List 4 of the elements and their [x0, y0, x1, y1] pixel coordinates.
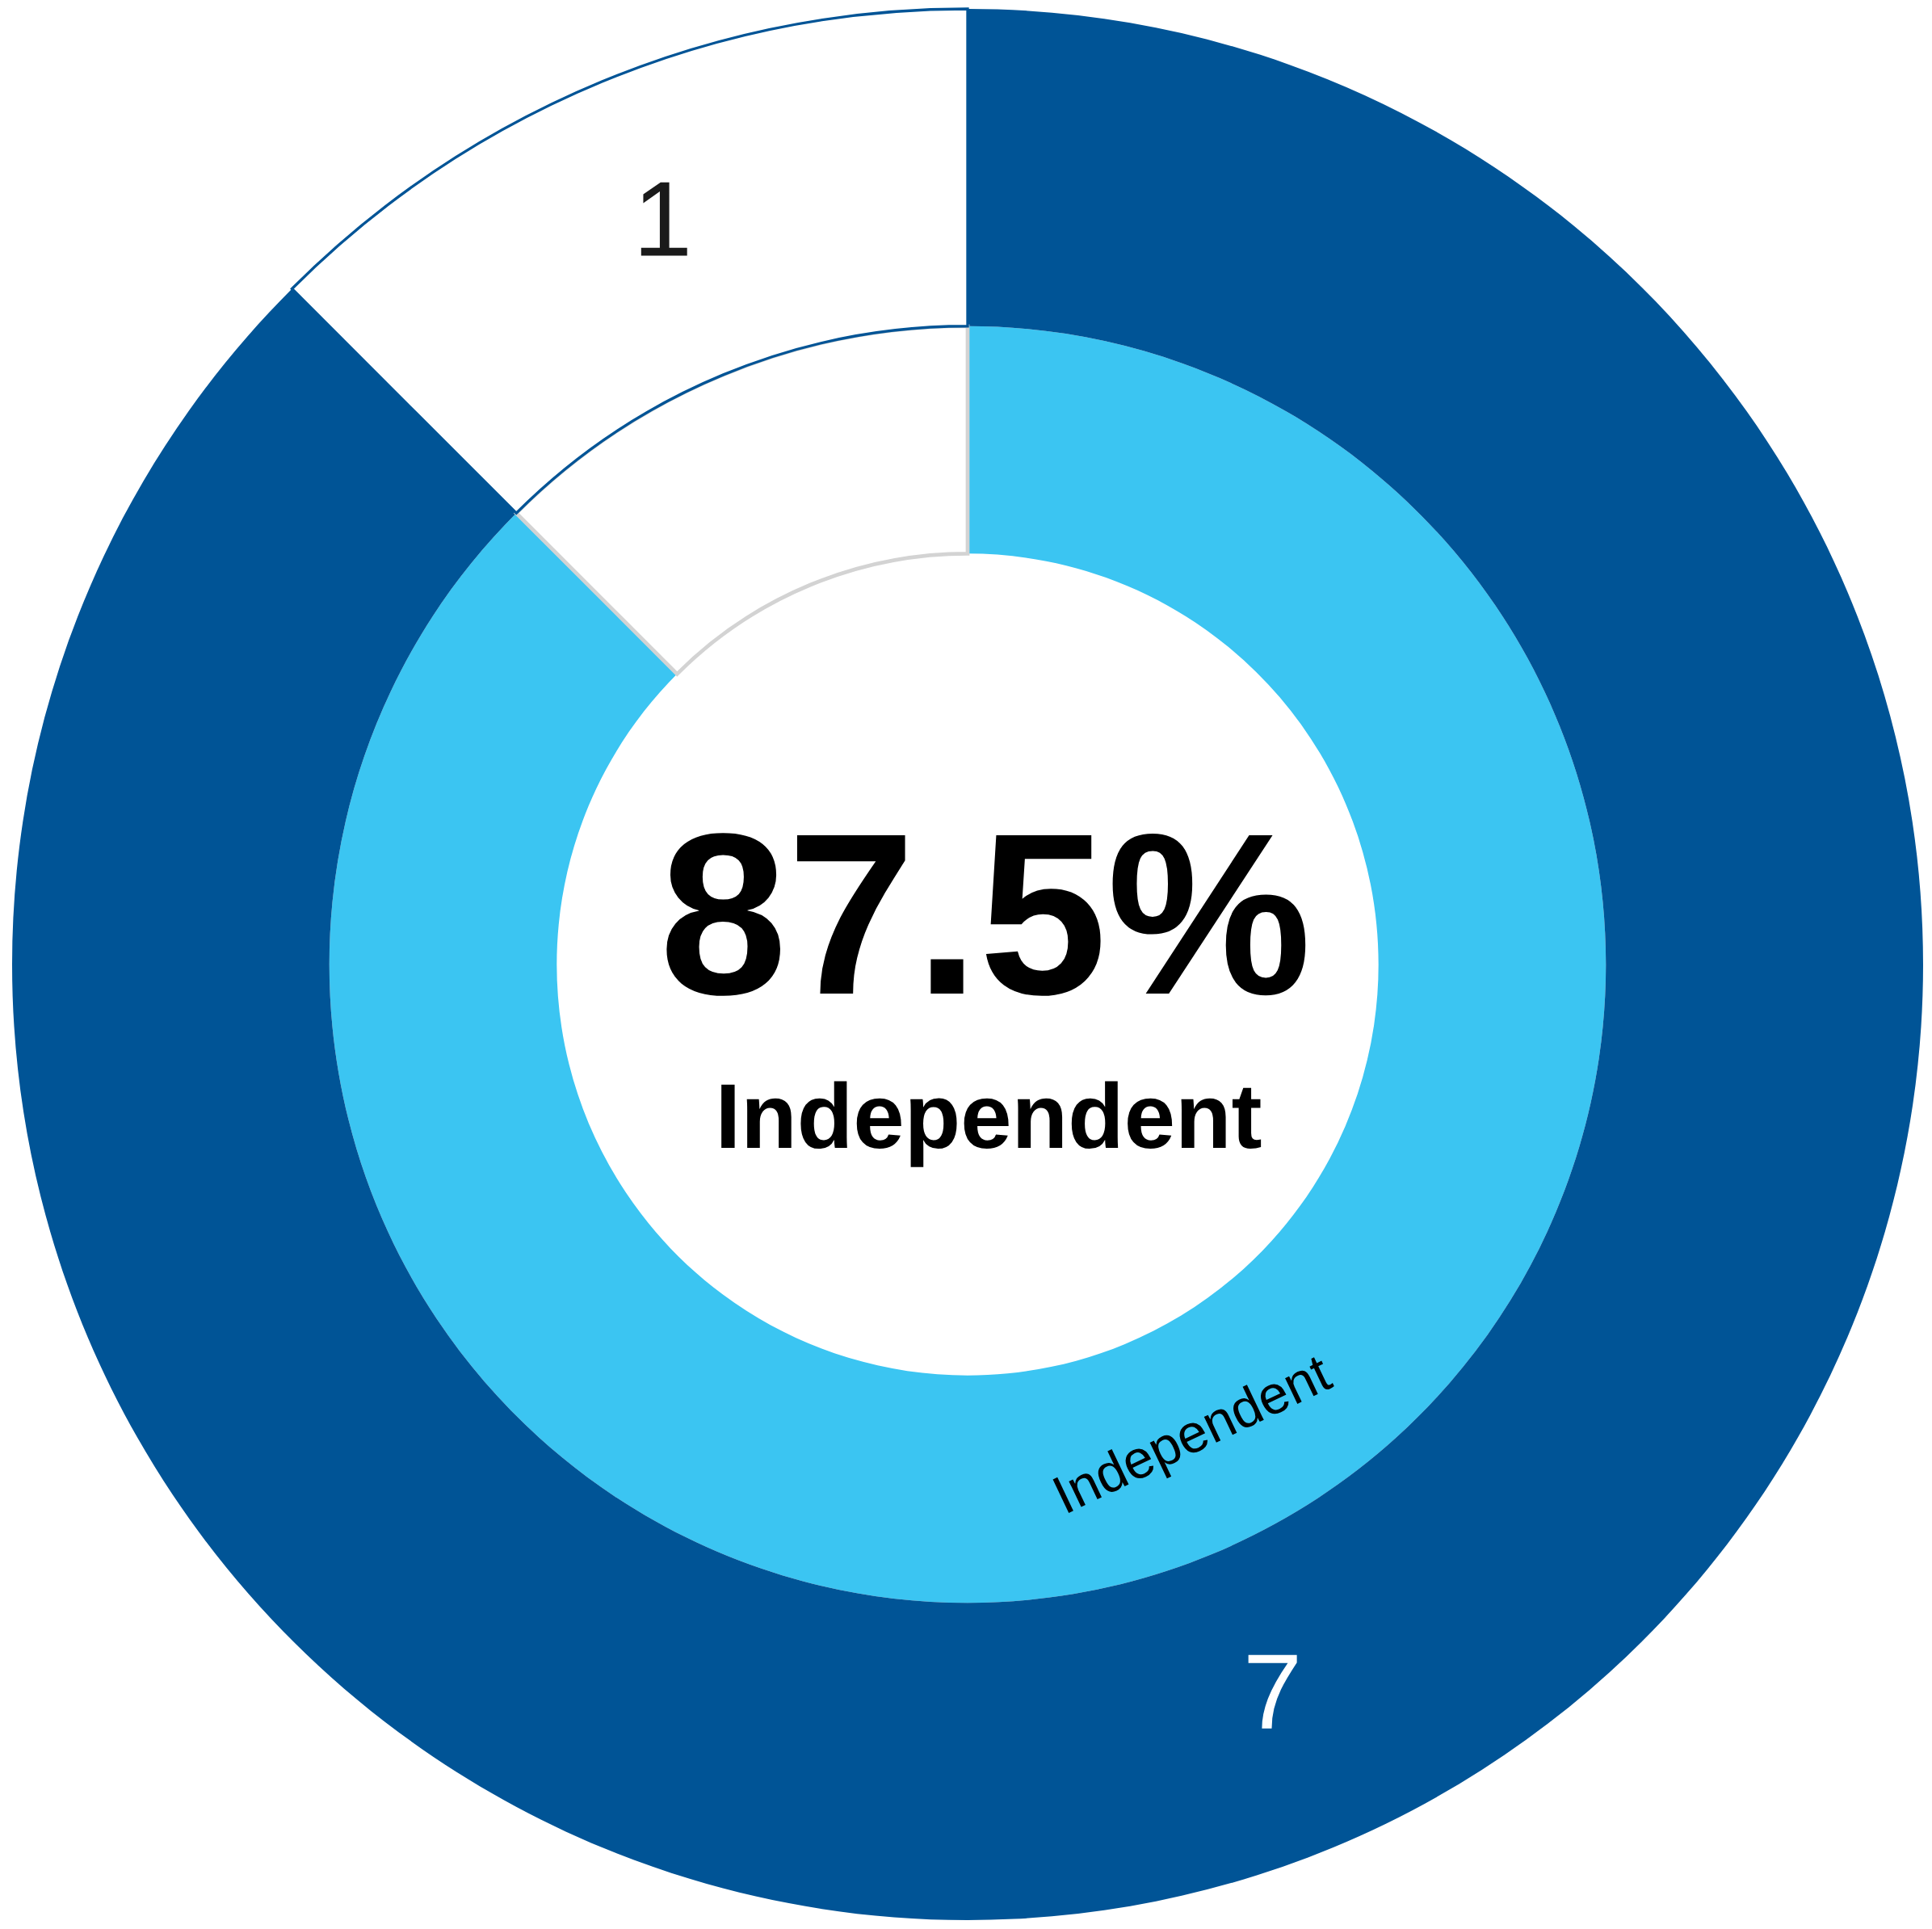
- text: 87.5%: [666, 833, 1306, 996]
- text: Independent: [721, 1081, 1262, 1167]
- data-label: 1: [640, 182, 687, 256]
- data-label: 7: [1248, 1654, 1297, 1729]
